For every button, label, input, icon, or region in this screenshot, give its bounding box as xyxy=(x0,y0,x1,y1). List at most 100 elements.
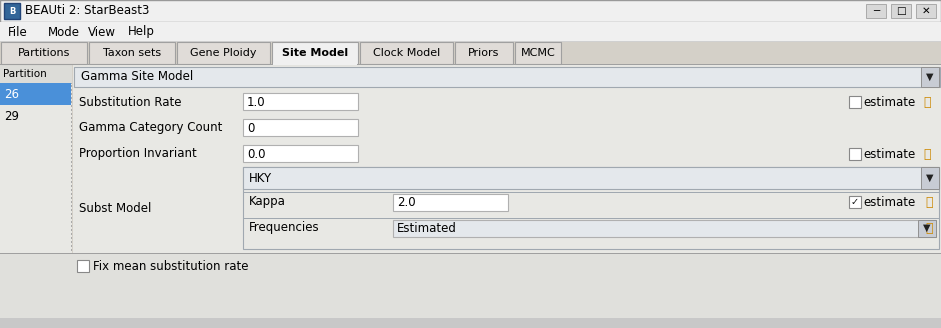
Bar xyxy=(71,201,72,203)
Text: Kappa: Kappa xyxy=(249,195,286,209)
Bar xyxy=(71,65,72,67)
Bar xyxy=(71,173,72,175)
Bar xyxy=(243,167,939,249)
Bar xyxy=(0,318,941,328)
Text: 0.0: 0.0 xyxy=(247,148,265,160)
Bar xyxy=(71,221,72,223)
Bar xyxy=(71,177,72,179)
Bar xyxy=(243,93,358,110)
Bar xyxy=(177,42,270,64)
Bar xyxy=(243,145,358,162)
Text: 29: 29 xyxy=(4,110,19,122)
Bar xyxy=(71,257,72,259)
Bar xyxy=(71,165,72,167)
Bar xyxy=(71,209,72,211)
Bar xyxy=(4,3,20,19)
Bar xyxy=(71,297,72,299)
Bar xyxy=(71,265,72,267)
Text: Help: Help xyxy=(128,26,155,38)
Bar xyxy=(71,269,72,271)
Text: ▼: ▼ xyxy=(923,223,931,233)
Bar xyxy=(71,133,72,135)
Bar xyxy=(71,157,72,159)
Text: Clock Model: Clock Model xyxy=(373,48,439,58)
Text: estimate: estimate xyxy=(863,148,916,160)
Bar xyxy=(0,65,72,83)
Text: 🖊: 🖊 xyxy=(925,221,933,235)
Bar xyxy=(359,42,453,64)
Bar xyxy=(71,113,72,115)
Bar xyxy=(71,213,72,215)
Bar xyxy=(71,73,72,75)
Text: HKY: HKY xyxy=(249,172,272,184)
Text: ✕: ✕ xyxy=(921,6,931,16)
Bar xyxy=(71,137,72,139)
Text: Frequencies: Frequencies xyxy=(249,221,320,235)
Bar xyxy=(393,194,508,211)
Bar xyxy=(243,218,939,219)
Bar xyxy=(0,42,941,64)
Bar xyxy=(866,4,886,18)
Bar xyxy=(71,313,72,315)
Bar xyxy=(71,197,72,199)
Bar xyxy=(0,65,941,328)
Bar xyxy=(272,42,358,64)
Bar xyxy=(71,225,72,227)
Bar xyxy=(71,117,72,119)
Text: File: File xyxy=(8,26,27,38)
Bar xyxy=(71,185,72,187)
Bar xyxy=(71,277,72,279)
Text: Site Model: Site Model xyxy=(281,48,348,58)
Bar xyxy=(891,4,911,18)
Bar xyxy=(71,325,72,327)
Bar xyxy=(71,121,72,123)
Bar xyxy=(849,148,861,160)
Bar xyxy=(71,245,72,247)
Bar xyxy=(71,261,72,263)
Text: Fix mean substitution rate: Fix mean substitution rate xyxy=(93,259,248,273)
Text: ✓: ✓ xyxy=(851,197,859,207)
Bar xyxy=(71,285,72,287)
Bar xyxy=(71,97,72,99)
Bar xyxy=(71,309,72,311)
Bar xyxy=(71,273,72,275)
Bar xyxy=(71,301,72,303)
Bar xyxy=(71,193,72,195)
Text: View: View xyxy=(88,26,116,38)
Bar xyxy=(0,0,941,22)
Text: 🖊: 🖊 xyxy=(925,195,933,209)
Bar xyxy=(243,167,939,189)
Bar xyxy=(71,305,72,307)
Text: Proportion Invariant: Proportion Invariant xyxy=(79,148,197,160)
Bar xyxy=(71,161,72,163)
Text: Partitions: Partitions xyxy=(18,48,71,58)
Bar xyxy=(393,220,936,237)
Text: Gamma Site Model: Gamma Site Model xyxy=(81,71,193,84)
Bar xyxy=(849,96,861,108)
Text: MCMC: MCMC xyxy=(520,48,555,58)
Bar xyxy=(273,63,357,65)
Bar xyxy=(71,205,72,207)
Bar xyxy=(71,249,72,251)
Bar xyxy=(71,85,72,87)
Bar xyxy=(916,4,936,18)
Bar xyxy=(0,253,941,254)
Bar xyxy=(71,237,72,239)
Bar xyxy=(516,42,561,64)
Text: estimate: estimate xyxy=(863,195,916,209)
Bar xyxy=(71,233,72,235)
Bar xyxy=(71,169,72,171)
Text: BEAUti 2: StarBeast3: BEAUti 2: StarBeast3 xyxy=(25,5,150,17)
Bar xyxy=(71,141,72,143)
Text: Partition: Partition xyxy=(3,69,47,79)
Bar xyxy=(71,189,72,191)
Text: ▼: ▼ xyxy=(926,72,933,82)
Bar xyxy=(71,101,72,103)
Bar xyxy=(71,281,72,283)
Bar xyxy=(73,65,941,328)
Bar xyxy=(77,260,89,272)
Text: B: B xyxy=(8,7,15,15)
Bar xyxy=(921,167,939,189)
Bar xyxy=(71,289,72,291)
Text: Subst Model: Subst Model xyxy=(79,201,152,215)
